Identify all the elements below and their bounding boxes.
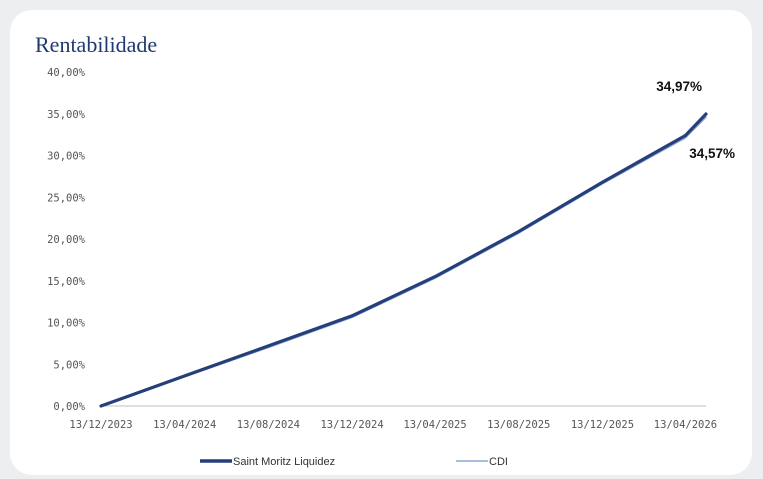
- y-tick-label: 30,00%: [47, 151, 86, 163]
- y-tick-label: 40,00%: [47, 67, 86, 79]
- y-tick-label: 15,00%: [47, 276, 86, 288]
- y-tick-label: 20,00%: [47, 234, 86, 246]
- y-tick-label: 5,00%: [53, 359, 85, 371]
- y-tick-label: 0,00%: [53, 401, 85, 413]
- series-line-saint-moritz: [99, 112, 708, 408]
- legend-label-cdi: CDI: [489, 456, 508, 468]
- data-label-cdi: 34,57%: [689, 146, 735, 161]
- x-tick-label: 13/08/2024: [237, 419, 300, 431]
- x-tick-label: 13/04/2025: [403, 419, 466, 431]
- x-tick-label: 13/08/2025: [487, 419, 550, 431]
- chart-title: Rentabilidade: [35, 32, 158, 57]
- x-tick-label: 13/04/2026: [654, 419, 717, 431]
- y-tick-label: 35,00%: [47, 109, 86, 121]
- x-tick-label: 13/12/2023: [69, 419, 132, 431]
- chart-card: Rentabilidade: [10, 10, 752, 475]
- series-line-cdi: [100, 116, 707, 407]
- x-tick-label: 13/04/2024: [153, 419, 216, 431]
- y-tick-label: 10,00%: [47, 318, 86, 330]
- y-tick-label: 25,00%: [47, 192, 86, 204]
- x-tick-label: 13/12/2025: [571, 419, 634, 431]
- data-label-saint-moritz: 34,97%: [656, 79, 702, 94]
- legend-label-saint-moritz: Saint Moritz Liquidez: [233, 456, 335, 468]
- x-tick-label: 13/12/2024: [320, 419, 383, 431]
